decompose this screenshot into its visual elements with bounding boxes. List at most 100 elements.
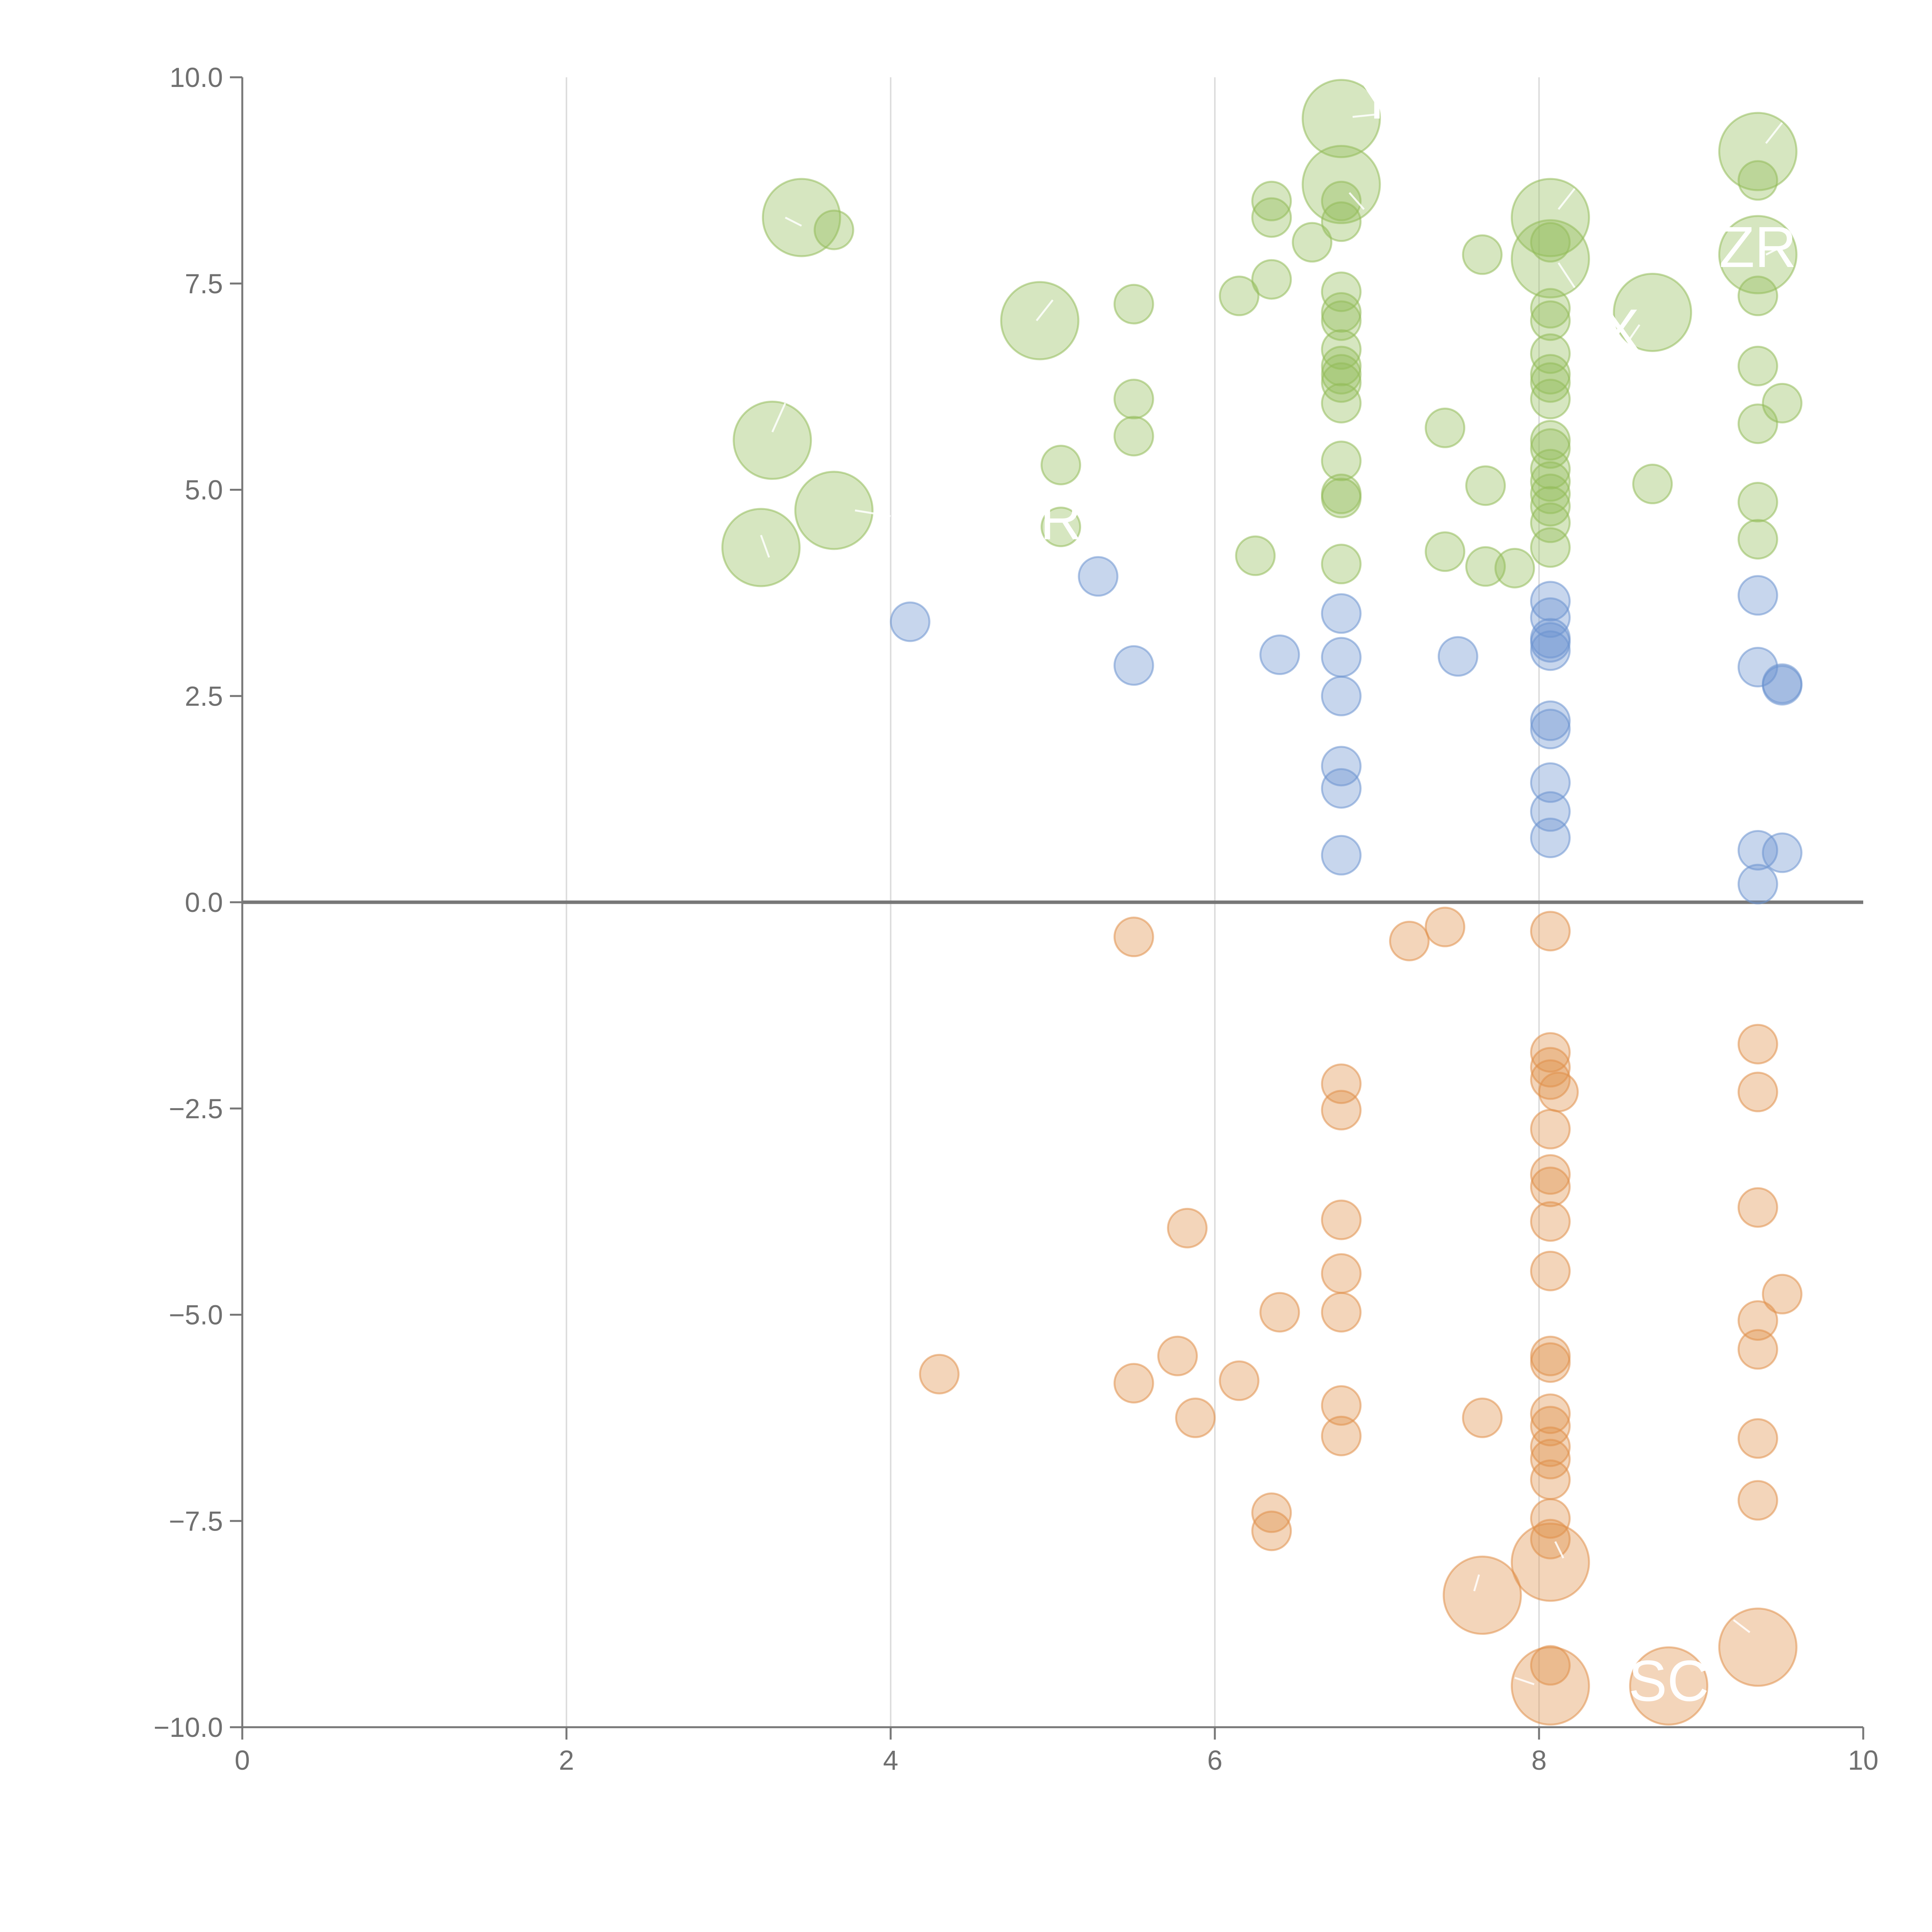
blue-point [1321, 675, 1362, 716]
orange-point [1530, 1645, 1571, 1686]
green-point [1219, 276, 1260, 316]
green-point [1251, 259, 1292, 300]
orange-point [1321, 1090, 1362, 1131]
x-tick-label: 0 [235, 1745, 250, 1776]
blue-point [1737, 575, 1778, 616]
blue-point [1530, 709, 1571, 750]
orange-point [1629, 1646, 1709, 1726]
orange-point [1442, 1555, 1522, 1635]
orange-point [1510, 1522, 1590, 1602]
green-point [1292, 222, 1333, 263]
green-point [1530, 300, 1571, 341]
x-tick-label: 10 [1848, 1745, 1879, 1776]
green-point [1321, 180, 1362, 221]
orange-point [1251, 1510, 1292, 1551]
y-tick-label: 0.0 [185, 888, 223, 918]
orange-point [1737, 1071, 1778, 1112]
green-point [1737, 160, 1778, 201]
leader-line [1036, 299, 1054, 321]
green-point [1040, 444, 1081, 485]
orange-point [1321, 1199, 1362, 1240]
green-point [733, 400, 812, 480]
leader-line [1352, 113, 1377, 118]
green-point [794, 471, 874, 550]
green-point [1737, 403, 1778, 444]
orange-point [1530, 1519, 1571, 1560]
leader-line [1627, 324, 1641, 342]
green-point [1613, 272, 1692, 352]
green-point [762, 178, 841, 257]
green-point [1718, 112, 1798, 191]
leader-line [1558, 262, 1576, 288]
green-point [1530, 428, 1571, 469]
green-point [1000, 281, 1080, 361]
blue-point [1321, 593, 1362, 634]
blue-point [1530, 597, 1571, 638]
green-point [1465, 465, 1506, 506]
green-point [1321, 300, 1362, 341]
green-point [1113, 379, 1154, 420]
leader-line [1349, 192, 1365, 210]
blue-point [1321, 746, 1362, 787]
green-point [1530, 288, 1571, 329]
green-point [1113, 416, 1154, 457]
leader-line [760, 535, 770, 558]
orange-point [1762, 1274, 1803, 1315]
orange-point [1737, 1329, 1778, 1370]
orange-point [1737, 1024, 1778, 1065]
x-tick-label: 2 [559, 1745, 574, 1776]
green-point [1530, 449, 1571, 490]
orange-point [1530, 1109, 1571, 1150]
blue-point [1762, 832, 1803, 873]
green-point [1321, 201, 1362, 242]
orange-point [1737, 1187, 1778, 1228]
leader-line [1554, 1541, 1565, 1559]
green-point [1321, 354, 1362, 395]
leader-line [1473, 1574, 1480, 1592]
y-tick-label: −5.0 [169, 1300, 223, 1331]
data-points [721, 79, 1803, 1726]
orange-point [1530, 1059, 1571, 1100]
green-point [1321, 329, 1362, 370]
orange-point [1219, 1360, 1260, 1401]
orange-point [1321, 1253, 1362, 1294]
blue-point [1762, 665, 1803, 706]
green-point [1040, 507, 1081, 548]
green-point [1425, 407, 1466, 448]
orange-point [1530, 1250, 1571, 1291]
leader-line [1733, 1619, 1750, 1633]
green-point [1737, 276, 1778, 316]
green-point [721, 508, 801, 587]
orange-point [1530, 1154, 1571, 1195]
blue-point [1321, 637, 1362, 678]
green-point [1530, 379, 1571, 420]
blue-point [1078, 556, 1119, 597]
orange-point [1113, 917, 1154, 957]
y-axis-ticks: −10.0 −7.5 −5.0 −2.5 0.0 2.5 5.0 7.5 10.0 [153, 63, 242, 1743]
y-tick-label: 5.0 [185, 475, 223, 506]
green-point [1737, 482, 1778, 523]
green-point [1321, 478, 1362, 519]
leader-line [1514, 1677, 1535, 1685]
orange-point [1510, 1646, 1590, 1726]
green-point [1321, 362, 1362, 403]
blue-point [1321, 768, 1362, 809]
blue-point [1321, 835, 1362, 876]
green-point [1425, 531, 1466, 572]
blue-point [1437, 636, 1478, 677]
green-point [1321, 345, 1362, 386]
orange-point [1737, 1480, 1778, 1521]
orange-point [1175, 1397, 1216, 1438]
x-tick-label: 6 [1207, 1745, 1223, 1776]
y-tick-label: 2.5 [185, 681, 223, 712]
green-point [1235, 535, 1276, 576]
y-tick-label: 10.0 [170, 63, 223, 93]
blue-point [1530, 630, 1571, 671]
orange-point [1259, 1292, 1300, 1333]
green-point [1465, 546, 1506, 587]
green-point [1251, 197, 1292, 238]
y-tick-label: −10.0 [153, 1713, 223, 1743]
orange-point [1530, 1047, 1571, 1088]
orange-point [1737, 1300, 1778, 1341]
orange-point [1530, 1498, 1571, 1539]
